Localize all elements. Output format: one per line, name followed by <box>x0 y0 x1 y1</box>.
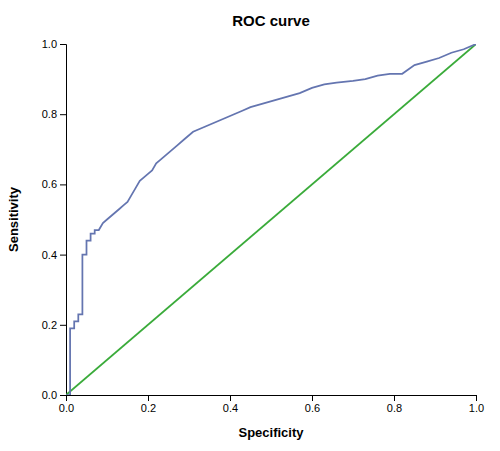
tick-mark <box>60 114 66 115</box>
axis-line <box>60 45 67 396</box>
marks <box>66 44 476 395</box>
tick-label: 0.4 <box>223 402 238 414</box>
tick: 0.2 <box>42 319 66 331</box>
tick-label: 0.0 <box>42 389 57 401</box>
tick: 0.2 <box>141 395 156 414</box>
tick-mark <box>60 184 66 185</box>
tick: 0.4 <box>223 395 238 414</box>
tick-mark <box>312 395 313 401</box>
tick-label: 0.2 <box>141 402 156 414</box>
tick-mark <box>60 325 66 326</box>
tick: 0.8 <box>387 395 402 414</box>
tick: 0.0 <box>42 389 66 401</box>
tick: 0.4 <box>42 249 66 261</box>
y-axis-title: Sensitivity <box>6 186 21 252</box>
tick: 0.6 <box>305 395 320 414</box>
x-axis: 0.0 0.2 0.4 0.6 0.8 1.0 <box>59 395 484 414</box>
x-axis-title: Specificity <box>238 425 304 440</box>
tick-label: 1.0 <box>42 38 57 50</box>
tick-label: 0.0 <box>59 402 74 414</box>
tick-label: 0.4 <box>42 249 57 261</box>
tick: 0.8 <box>42 108 66 120</box>
tick: 1.0 <box>469 395 484 414</box>
tick-mark <box>394 395 395 401</box>
tick-mark <box>60 44 66 45</box>
chart: 0.0 0.2 0.4 0.6 0.8 1.0 0.0 0.2 0.4 0.6 0.8 1.0 ROC … <box>0 0 500 451</box>
tick-label: 0.8 <box>387 402 402 414</box>
tick-label: 0.6 <box>42 178 57 190</box>
tick: 1.0 <box>42 38 66 50</box>
tick-mark <box>230 395 231 401</box>
tick-mark <box>60 395 66 396</box>
tick-mark <box>148 395 149 401</box>
line <box>66 44 476 395</box>
plot: 0.0 0.2 0.4 0.6 0.8 1.0 0.0 0.2 0.4 0.6 0.8 1.0 <box>42 38 484 414</box>
title: ROC curve <box>232 12 310 29</box>
tick-label: 0.6 <box>305 402 320 414</box>
tick-label: 1.0 <box>469 402 484 414</box>
tick: 0.6 <box>42 178 66 190</box>
y-axis: 0.0 0.2 0.4 0.6 0.8 1.0 <box>42 38 67 401</box>
tick: 0.0 <box>59 395 74 414</box>
tick-mark <box>476 395 477 401</box>
axis-line <box>67 396 477 402</box>
tick-mark <box>60 255 66 256</box>
tick-label: 0.2 <box>42 319 57 331</box>
tick-label: 0.8 <box>42 108 57 120</box>
line <box>66 44 476 395</box>
